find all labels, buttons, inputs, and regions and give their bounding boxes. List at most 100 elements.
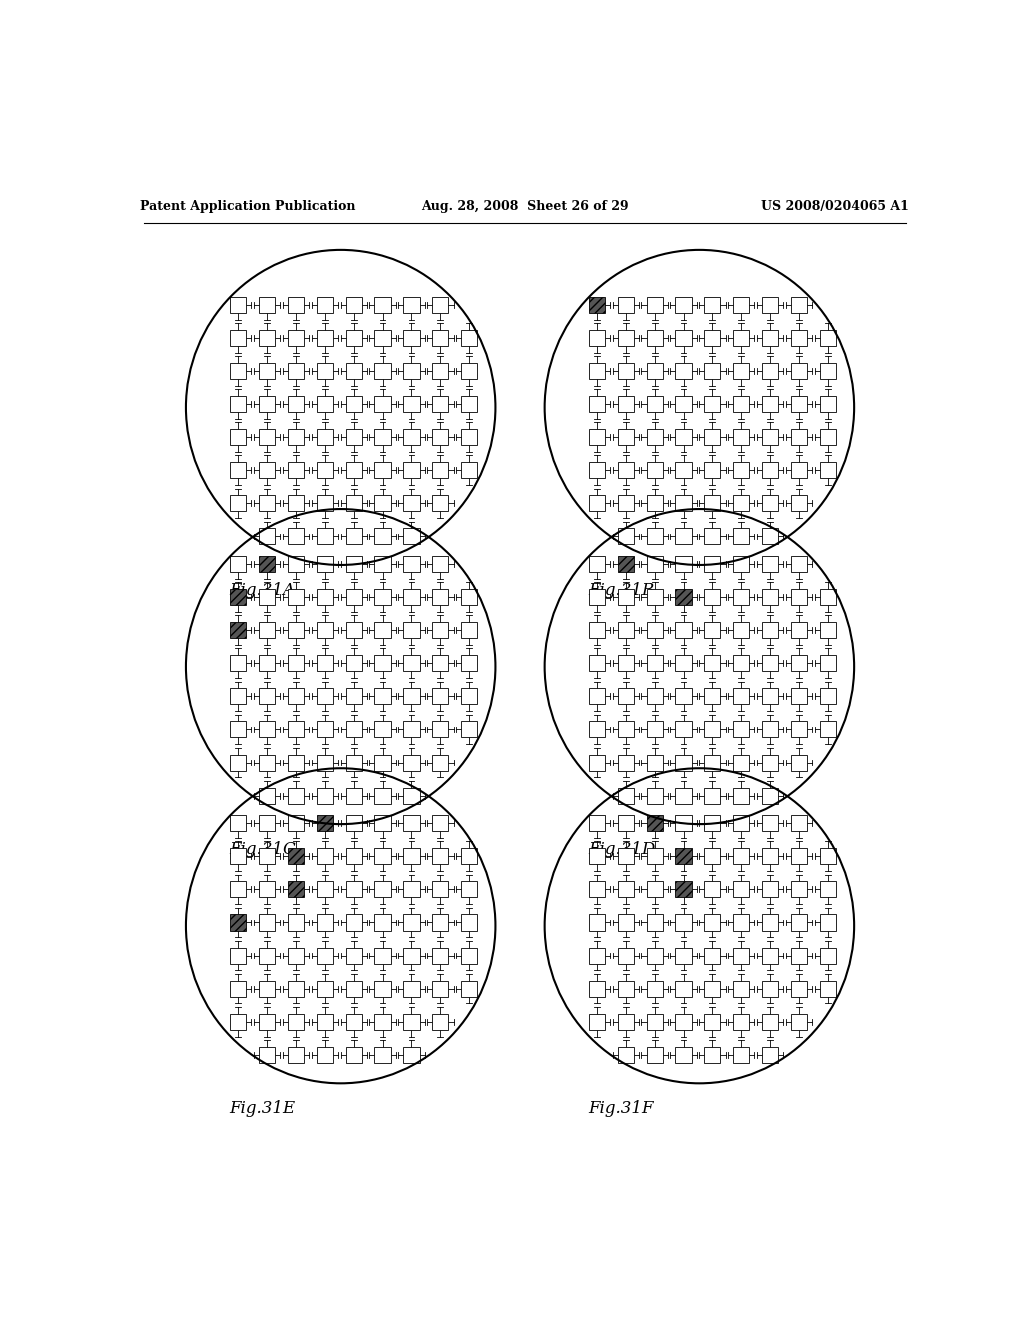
Bar [461,462,477,478]
Bar [345,1047,361,1063]
Bar [316,589,333,605]
Bar [589,655,605,672]
Bar [705,788,721,804]
Bar [589,462,605,478]
Bar [820,948,836,964]
Bar [791,622,807,639]
Bar [259,429,275,445]
Bar [461,655,477,672]
Bar [589,915,605,931]
Bar [259,495,275,511]
Bar [762,556,778,572]
Bar [375,396,391,412]
Bar [288,429,304,445]
Bar [375,915,391,931]
Bar [461,688,477,705]
Bar [820,622,836,639]
Bar [762,816,778,832]
Bar [432,722,449,738]
Bar [676,1047,691,1063]
Bar [403,1047,420,1063]
Bar [403,915,420,931]
Bar [705,915,721,931]
Bar [676,1014,691,1030]
Bar [461,396,477,412]
Bar [733,429,750,445]
Bar [345,396,361,412]
Bar [705,1047,721,1063]
Bar [403,655,420,672]
Bar [316,429,333,445]
Bar [791,948,807,964]
Bar [432,688,449,705]
Bar [589,396,605,412]
Bar [316,1047,333,1063]
Bar [676,688,691,705]
Bar [316,915,333,931]
Bar [316,788,333,804]
Bar [345,330,361,346]
Bar [733,788,750,804]
Bar [646,495,663,511]
Bar [316,495,333,511]
Bar [705,981,721,997]
Bar [733,755,750,771]
Bar [288,981,304,997]
Bar [288,1014,304,1030]
Bar [461,589,477,605]
Bar [230,688,246,705]
Bar [432,622,449,639]
Bar [230,722,246,738]
Bar [288,396,304,412]
Bar [259,655,275,672]
Text: Patent Application Publication: Patent Application Publication [140,199,356,213]
Bar [432,816,449,832]
Bar [375,981,391,997]
Bar [589,589,605,605]
Bar [230,495,246,511]
Bar [345,363,361,379]
Bar [259,1047,275,1063]
Bar [676,556,691,572]
Bar [345,556,361,572]
Bar [403,429,420,445]
Bar [461,882,477,898]
Bar [432,655,449,672]
Bar [432,589,449,605]
Bar [316,330,333,346]
Bar [705,755,721,771]
Bar [375,1047,391,1063]
Bar [762,882,778,898]
Text: Fig.31E: Fig.31E [229,1101,295,1117]
Bar [676,788,691,804]
Bar [345,1014,361,1030]
Bar [230,915,246,931]
Bar [762,788,778,804]
Bar [589,495,605,511]
Bar [403,849,420,865]
Bar [733,363,750,379]
Bar [461,363,477,379]
Bar [589,849,605,865]
Bar [288,495,304,511]
Bar [375,688,391,705]
Bar [403,622,420,639]
Bar [733,556,750,572]
Bar [345,849,361,865]
Bar [646,363,663,379]
Bar [403,556,420,572]
Bar [403,688,420,705]
Bar [820,330,836,346]
Bar [432,297,449,313]
Bar [617,1047,634,1063]
Bar [589,556,605,572]
Bar [705,396,721,412]
Bar [316,462,333,478]
Bar [733,655,750,672]
Bar [676,722,691,738]
Bar [288,589,304,605]
Bar [791,429,807,445]
Bar [288,722,304,738]
Bar [617,556,634,572]
Bar [617,882,634,898]
